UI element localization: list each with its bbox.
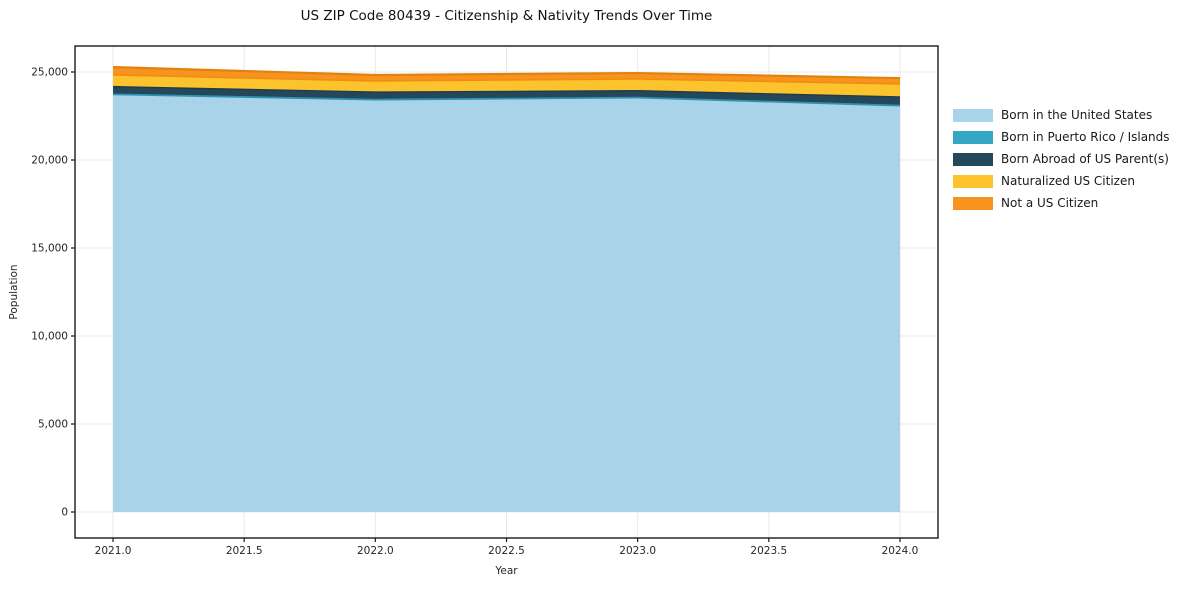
y-tick-label: 25,000 — [31, 66, 68, 78]
x-tick-label: 2021.5 — [226, 545, 263, 557]
legend-label: Not a US Citizen — [1001, 196, 1099, 210]
area-edge-line — [113, 85, 900, 98]
x-tick-label: 2023.0 — [619, 545, 656, 557]
legend-item-0: Born in the United States — [953, 104, 1170, 126]
legend-label: Born in the United States — [1001, 108, 1153, 122]
area-edge-line — [113, 65, 900, 80]
legend-swatch — [953, 108, 993, 122]
x-tick-label: 2024.0 — [882, 545, 919, 557]
legend-swatch — [953, 196, 993, 210]
x-tick-label: 2022.0 — [357, 545, 394, 557]
legend-label: Naturalized US Citizen — [1001, 174, 1135, 188]
legend-item-2: Born Abroad of US Parent(s) — [953, 148, 1170, 170]
y-tick-label: 10,000 — [31, 331, 68, 343]
legend-swatch — [953, 174, 993, 188]
y-tick-label: 15,000 — [31, 242, 68, 254]
area-series-0 — [113, 94, 900, 513]
area-edge-line — [113, 74, 900, 85]
y-tick-label: 20,000 — [31, 154, 68, 166]
legend-item-1: Born in Puerto Rico / Islands — [953, 126, 1170, 148]
y-tick-label: 5,000 — [38, 419, 68, 431]
y-axis-label: Population — [8, 264, 20, 320]
legend-item-3: Naturalized US Citizen — [953, 170, 1170, 192]
area-edge-line — [113, 93, 900, 107]
x-axis-label: Year — [495, 565, 518, 577]
legend-label: Born Abroad of US Parent(s) — [1001, 152, 1169, 166]
legend-label: Born in Puerto Rico / Islands — [1001, 130, 1170, 144]
legend-swatch — [953, 152, 993, 166]
legend-item-4: Not a US Citizen — [953, 192, 1170, 214]
y-tick-label: 0 — [61, 507, 68, 519]
x-tick-label: 2023.5 — [750, 545, 787, 557]
plot-title: US ZIP Code 80439 - Citizenship & Nativi… — [300, 8, 713, 24]
x-tick-label: 2021.0 — [95, 545, 132, 557]
legend: Born in the United States Born in Puerto … — [953, 104, 1170, 214]
legend-swatch — [953, 130, 993, 144]
x-tick-label: 2022.5 — [488, 545, 525, 557]
